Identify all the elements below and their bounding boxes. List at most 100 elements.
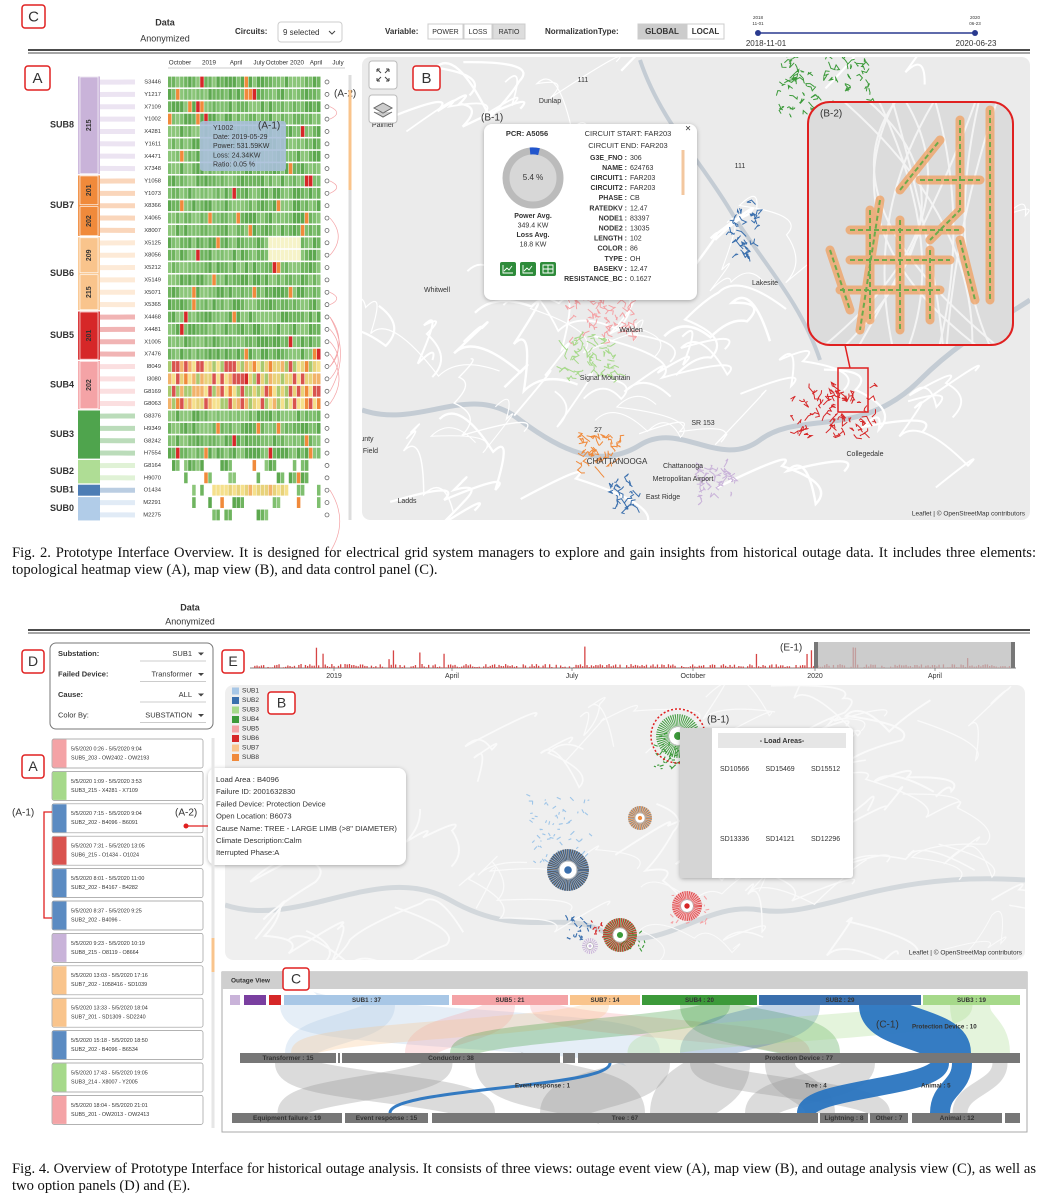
heat-cell <box>308 373 313 385</box>
heat-cell <box>244 200 249 212</box>
timeline-bar <box>458 667 461 668</box>
heat-cell <box>172 262 176 273</box>
event-card[interactable] <box>51 1030 204 1060</box>
heat-cell <box>172 460 176 471</box>
event-card[interactable] <box>51 965 204 996</box>
heat-cell <box>180 460 184 471</box>
heat-cell <box>204 101 208 113</box>
heat-cell <box>272 237 277 249</box>
row-marker <box>324 277 330 283</box>
heat-cell <box>212 509 216 521</box>
heat-cell <box>248 460 253 471</box>
brush-handle[interactable] <box>1011 642 1015 668</box>
heat-cell <box>172 274 176 286</box>
variable-option-label: RATIO <box>499 29 520 36</box>
circuit-select[interactable] <box>277 21 343 43</box>
normalization-option[interactable] <box>637 23 687 40</box>
heat-cell <box>304 212 309 224</box>
heat-cell <box>240 286 244 298</box>
road <box>520 470 650 520</box>
heat-cell <box>228 484 232 496</box>
row-marker <box>324 364 330 369</box>
heat-cell <box>312 262 317 273</box>
attribute-key: TYPE : <box>604 256 627 263</box>
heat-cell <box>236 311 240 323</box>
heat-cell <box>216 447 220 459</box>
event-card[interactable] <box>51 738 204 769</box>
brush-handle[interactable] <box>814 642 818 668</box>
timeline-bar <box>784 666 786 668</box>
heat-cell <box>280 422 285 434</box>
heat-cell <box>220 435 224 447</box>
timeline-bar <box>650 665 652 668</box>
timeline-bar <box>355 665 357 668</box>
heat-cell <box>296 410 301 422</box>
heat-cell <box>252 187 257 199</box>
event-card[interactable] <box>51 803 204 834</box>
fullscreen-button[interactable] <box>368 60 398 90</box>
timeline-bar <box>663 665 665 668</box>
timeline-bar <box>632 665 634 668</box>
heat-cell <box>292 361 297 372</box>
heat-cell <box>268 361 273 372</box>
timeline-bar <box>401 667 403 668</box>
heat-cell <box>232 212 236 224</box>
timeline-bar <box>762 665 764 668</box>
option-value[interactable]: SUB1 <box>172 649 192 658</box>
timeline-bar <box>357 666 359 668</box>
heat-cell <box>300 212 305 224</box>
normalization-option[interactable] <box>686 23 725 40</box>
panel-label: B <box>277 695 286 711</box>
row-marker <box>324 104 330 110</box>
timeline-month: April <box>445 673 459 680</box>
event-card[interactable] <box>51 868 204 898</box>
sankey-node <box>570 995 640 1005</box>
event-card[interactable] <box>51 771 204 801</box>
option-label: Substation: <box>58 649 99 658</box>
heat-cell <box>204 509 208 521</box>
road <box>675 284 787 376</box>
variable-option[interactable] <box>463 23 493 40</box>
heat-cell <box>180 509 184 521</box>
variable-option[interactable] <box>427 23 464 40</box>
heat-cell <box>224 200 228 212</box>
timeline-bar <box>661 664 663 668</box>
timeline-handle[interactable] <box>755 30 761 36</box>
road <box>362 304 396 395</box>
heat-cell <box>268 336 273 348</box>
heat-cell <box>288 225 293 236</box>
tooltip-line: Climate Description:Calm <box>216 836 302 845</box>
heat-cell <box>252 274 257 286</box>
heat-cell <box>316 299 321 311</box>
row-marker <box>324 141 330 147</box>
heat-cell <box>204 410 208 422</box>
option-value[interactable]: Transformer <box>151 669 192 678</box>
heat-cell <box>308 150 313 162</box>
heat-cell <box>312 200 317 212</box>
heat-cell <box>248 187 253 199</box>
event-card[interactable] <box>51 997 204 1028</box>
heat-cell <box>196 509 200 521</box>
event-card[interactable] <box>51 1095 204 1125</box>
heat-cell <box>188 324 192 335</box>
event-card[interactable] <box>51 933 204 963</box>
timeline-bar <box>579 664 582 668</box>
timeline-handle[interactable] <box>972 30 978 36</box>
timeline-brush[interactable] <box>815 642 1015 668</box>
heat-cell <box>268 225 273 236</box>
option-value[interactable]: ALL <box>179 690 192 699</box>
event-card[interactable] <box>51 1062 204 1093</box>
variable-option[interactable] <box>492 23 526 40</box>
event-card[interactable] <box>51 835 204 866</box>
heat-cell <box>172 373 176 385</box>
heat-cell <box>248 472 253 484</box>
circuit-network <box>590 920 607 938</box>
heat-cell <box>224 497 228 508</box>
option-value[interactable]: SUBSTATION <box>145 710 192 719</box>
event-color <box>52 1063 67 1092</box>
row-label: G8063 <box>144 401 161 407</box>
heat-cell <box>212 410 216 422</box>
event-card[interactable] <box>51 900 204 931</box>
heat-cell <box>192 484 196 496</box>
heat-cell <box>172 385 176 397</box>
